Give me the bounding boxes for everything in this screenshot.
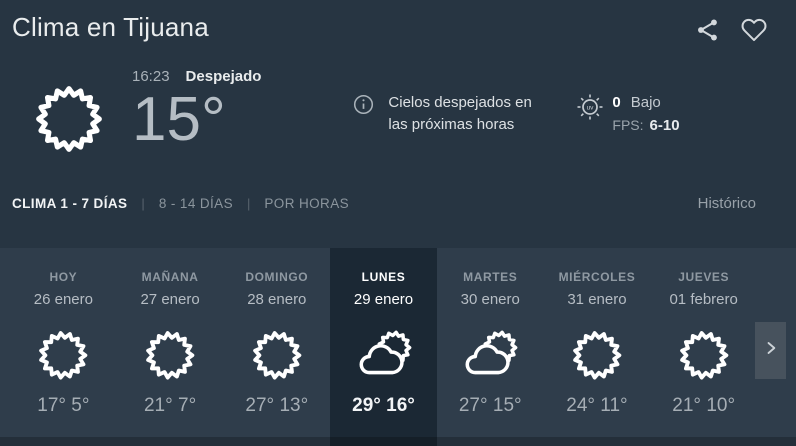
svg-text:uv: uv (587, 104, 595, 111)
day-date: 31 enero (567, 291, 627, 308)
forecast-panel: HOY 26 enero 17° 5° MAÑANA 27 enero 21° … (0, 248, 796, 446)
day-column-miercoles[interactable]: MIÉRCOLES 31 enero 24° 11° (544, 248, 651, 446)
sun-icon (28, 78, 110, 160)
heart-outline-icon (740, 16, 768, 49)
header-actions (694, 10, 768, 46)
fps-label: FPS: (612, 117, 644, 133)
day-column-hoy[interactable]: HOY 26 enero 17° 5° (10, 248, 117, 446)
sun-icon (243, 322, 311, 386)
day-column-jueves[interactable]: JUEVES 01 febrero 21° 10° (650, 248, 757, 446)
day-temps: 27° 15° (458, 395, 522, 416)
current-temperature: 15° (132, 85, 226, 154)
fps-value: 6-10 (649, 117, 680, 134)
historic-link[interactable]: Histórico (697, 194, 756, 212)
next-days-button[interactable] (755, 322, 786, 379)
day-name: LUNES (361, 270, 406, 284)
sun-icon (29, 322, 97, 386)
sun-icon (136, 322, 204, 386)
day-column-domingo[interactable]: DOMINGO 28 enero 27° 13° (223, 248, 330, 446)
current-conditions: 16:23 Despejado 15° Cielos despejados en… (0, 46, 796, 160)
day-temps: 21° 10° (672, 395, 736, 416)
day-name: DOMINGO (245, 270, 309, 284)
day-date: 29 enero (353, 291, 414, 308)
day-column-martes[interactable]: MARTES 30 enero 27° 15° (437, 248, 544, 446)
summary-text: Cielos despejados en las próximas horas (388, 94, 532, 133)
tab-clima-1-7-dias[interactable]: CLIMA 1 - 7 DÍAS (12, 195, 128, 211)
forecast-summary: Cielos despejados en las próximas horas (353, 92, 538, 160)
day-temps: 29° 16° (352, 395, 415, 416)
sun-icon (670, 322, 738, 386)
day-date: 27 enero (140, 291, 200, 308)
tab-8-14-dias[interactable]: 8 - 14 DÍAS (158, 195, 233, 211)
day-temps: 21° 7° (143, 395, 197, 416)
info-circle-icon[interactable] (353, 94, 374, 160)
current-main: 16:23 Despejado 15° (132, 62, 261, 160)
forecast-days: HOY 26 enero 17° 5° MAÑANA 27 enero 21° … (10, 248, 757, 446)
day-date: 30 enero (460, 291, 520, 308)
day-date: 28 enero (247, 291, 307, 308)
day-date: 26 enero (33, 291, 93, 308)
day-temps: 17° 5° (37, 395, 90, 416)
day-name: MARTES (463, 270, 518, 284)
sun-cloud-icon (456, 322, 524, 386)
uv-level: Bajo (630, 94, 661, 111)
day-name: JUEVES (678, 270, 730, 284)
day-name: HOY (49, 270, 78, 284)
tab-separator: | (247, 195, 251, 211)
uv-index: uv 0 Bajo FPS: 6-10 (576, 93, 680, 160)
header: Clima en Tijuana (0, 0, 796, 46)
sun-icon (563, 322, 631, 386)
chevron-right-icon (761, 338, 781, 363)
favorite-button[interactable] (740, 18, 768, 46)
day-temps: 27° 13° (245, 395, 309, 416)
day-name: MIÉRCOLES (558, 270, 636, 284)
share-button[interactable] (694, 18, 722, 46)
day-date: 01 febrero (669, 291, 738, 308)
day-name: MAÑANA (141, 270, 199, 284)
current-condition: Despejado (185, 68, 262, 85)
share-icon (695, 17, 721, 48)
page-title: Clima en Tijuana (12, 12, 209, 42)
day-column-manana[interactable]: MAÑANA 27 enero 21° 7° (117, 248, 224, 446)
tab-bar: CLIMA 1 - 7 DÍAS | 8 - 14 DÍAS | POR HOR… (0, 186, 796, 220)
tab-separator: | (141, 195, 145, 211)
current-time: 16:23 (132, 68, 170, 85)
uv-value: 0 (612, 94, 621, 111)
uv-sun-icon: uv (576, 93, 604, 160)
tab-por-horas[interactable]: POR HORAS (264, 195, 350, 211)
day-column-lunes-selected[interactable]: LUNES 29 enero 29° 16° (330, 248, 437, 446)
sun-cloud-icon (350, 322, 418, 386)
day-temps: 24° 11° (566, 395, 628, 416)
